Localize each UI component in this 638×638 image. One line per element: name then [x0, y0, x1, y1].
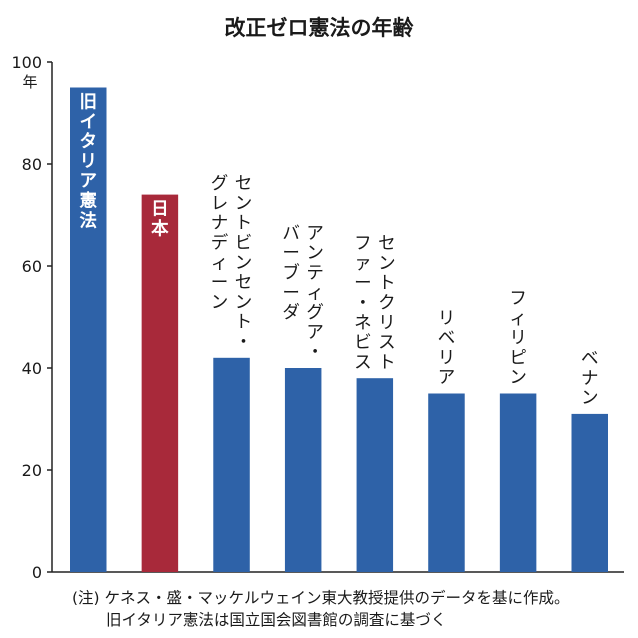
category-label-char: デ — [211, 233, 229, 254]
category-label-char: ト — [378, 353, 396, 373]
category-label-char: ィ — [509, 309, 527, 329]
category-label-char: グ — [306, 303, 324, 323]
bar — [428, 393, 465, 572]
bar — [213, 357, 250, 572]
category-label-char: ン — [306, 244, 324, 264]
bar-label-char: 法 — [80, 210, 98, 231]
category-label-char: ー — [211, 273, 229, 293]
category-label-char: ン — [378, 254, 396, 274]
bar — [70, 87, 107, 572]
category-label-char: ブ — [282, 263, 300, 284]
y-tick-label: 60 — [22, 257, 42, 276]
category-label-char: ス — [354, 353, 372, 373]
category-label-char: ー — [282, 283, 300, 303]
bar — [499, 393, 537, 572]
category-label-char: セ — [235, 273, 253, 293]
category-label-char: ピ — [509, 348, 527, 368]
category-label-char: ビ — [235, 234, 253, 254]
bar-label-char: ア — [80, 172, 98, 192]
category-label-char: ア — [438, 368, 456, 388]
category-label-char: ン — [509, 368, 527, 388]
bar-label-char: イ — [80, 112, 98, 132]
category-label-char: ー — [354, 274, 372, 294]
category-label-char: バ — [282, 224, 300, 244]
category-label-char: グ — [211, 174, 229, 194]
category-label-char: ・ — [306, 343, 324, 363]
category-label-char: ダ — [282, 303, 300, 323]
bar-label-char: 旧 — [80, 93, 98, 113]
bar-label-char: 本 — [151, 218, 169, 239]
category-label-char: ・ — [235, 333, 253, 353]
category-label-char: ン — [581, 389, 599, 409]
bar — [571, 413, 608, 572]
category-label-char: ベ — [438, 329, 456, 349]
category-label-char: ア — [306, 323, 324, 343]
category-label-char: ネ — [354, 313, 372, 333]
bar — [141, 194, 179, 572]
category-label-char: リ — [509, 329, 527, 349]
category-label-char: ト — [378, 274, 396, 294]
y-tick-label: 0 — [32, 563, 42, 582]
category-label-char: リ — [438, 309, 456, 329]
bar-label-char: タ — [80, 132, 98, 152]
bar-label-char: リ — [80, 152, 98, 172]
category-label-char: ー — [282, 244, 300, 264]
category-label-char: フ — [509, 289, 527, 309]
category-label-char: ・ — [354, 294, 372, 314]
category-label-char: ン — [211, 293, 229, 313]
category-label-char: ナ — [211, 214, 229, 234]
y-unit-label: 年 — [22, 73, 37, 91]
category-label-char: ァ — [354, 254, 372, 274]
source-note: (注) ケネス・盛・マッケルウェイン東大教授提供のデータを基に作成。 — [72, 589, 570, 607]
category-label-char: ベ — [581, 349, 599, 369]
category-label-char: テ — [306, 264, 324, 284]
y-tick-label: 20 — [22, 461, 42, 480]
y-tick-label: 80 — [22, 155, 42, 174]
chart-title: 改正ゼロ憲法の年齢 — [224, 16, 414, 40]
category-label-char: ナ — [581, 369, 599, 389]
source-note-continued: 旧イタリア憲法は国立国会図書館の調査に基づく — [106, 611, 447, 629]
category-label-char: セ — [378, 234, 396, 254]
category-label-char: ィ — [211, 253, 229, 273]
category-label-char: ン — [235, 194, 253, 214]
category-label-char: ト — [235, 214, 253, 234]
category-label-char: リ — [438, 348, 456, 368]
category-label-char: ト — [235, 313, 253, 333]
category-label-char: ア — [306, 224, 324, 244]
category-label-char: ン — [235, 293, 253, 313]
bar — [284, 368, 322, 572]
category-label-char: ン — [235, 253, 253, 273]
y-tick-label: 40 — [22, 359, 42, 378]
bar-label-char: 日 — [151, 200, 169, 220]
category-label-char: フ — [354, 234, 372, 254]
y-tick-label: 100 — [11, 53, 42, 72]
category-label-char: ィ — [306, 283, 324, 303]
bar — [356, 378, 394, 572]
category-label-char: リ — [378, 313, 396, 333]
category-label-char: ス — [378, 333, 396, 353]
category-label-char: ビ — [354, 333, 372, 353]
category-label-char: セ — [235, 174, 253, 194]
category-label-char: ク — [378, 294, 396, 314]
bar-label-char: 憲 — [79, 191, 98, 212]
category-label-char: レ — [211, 194, 229, 214]
